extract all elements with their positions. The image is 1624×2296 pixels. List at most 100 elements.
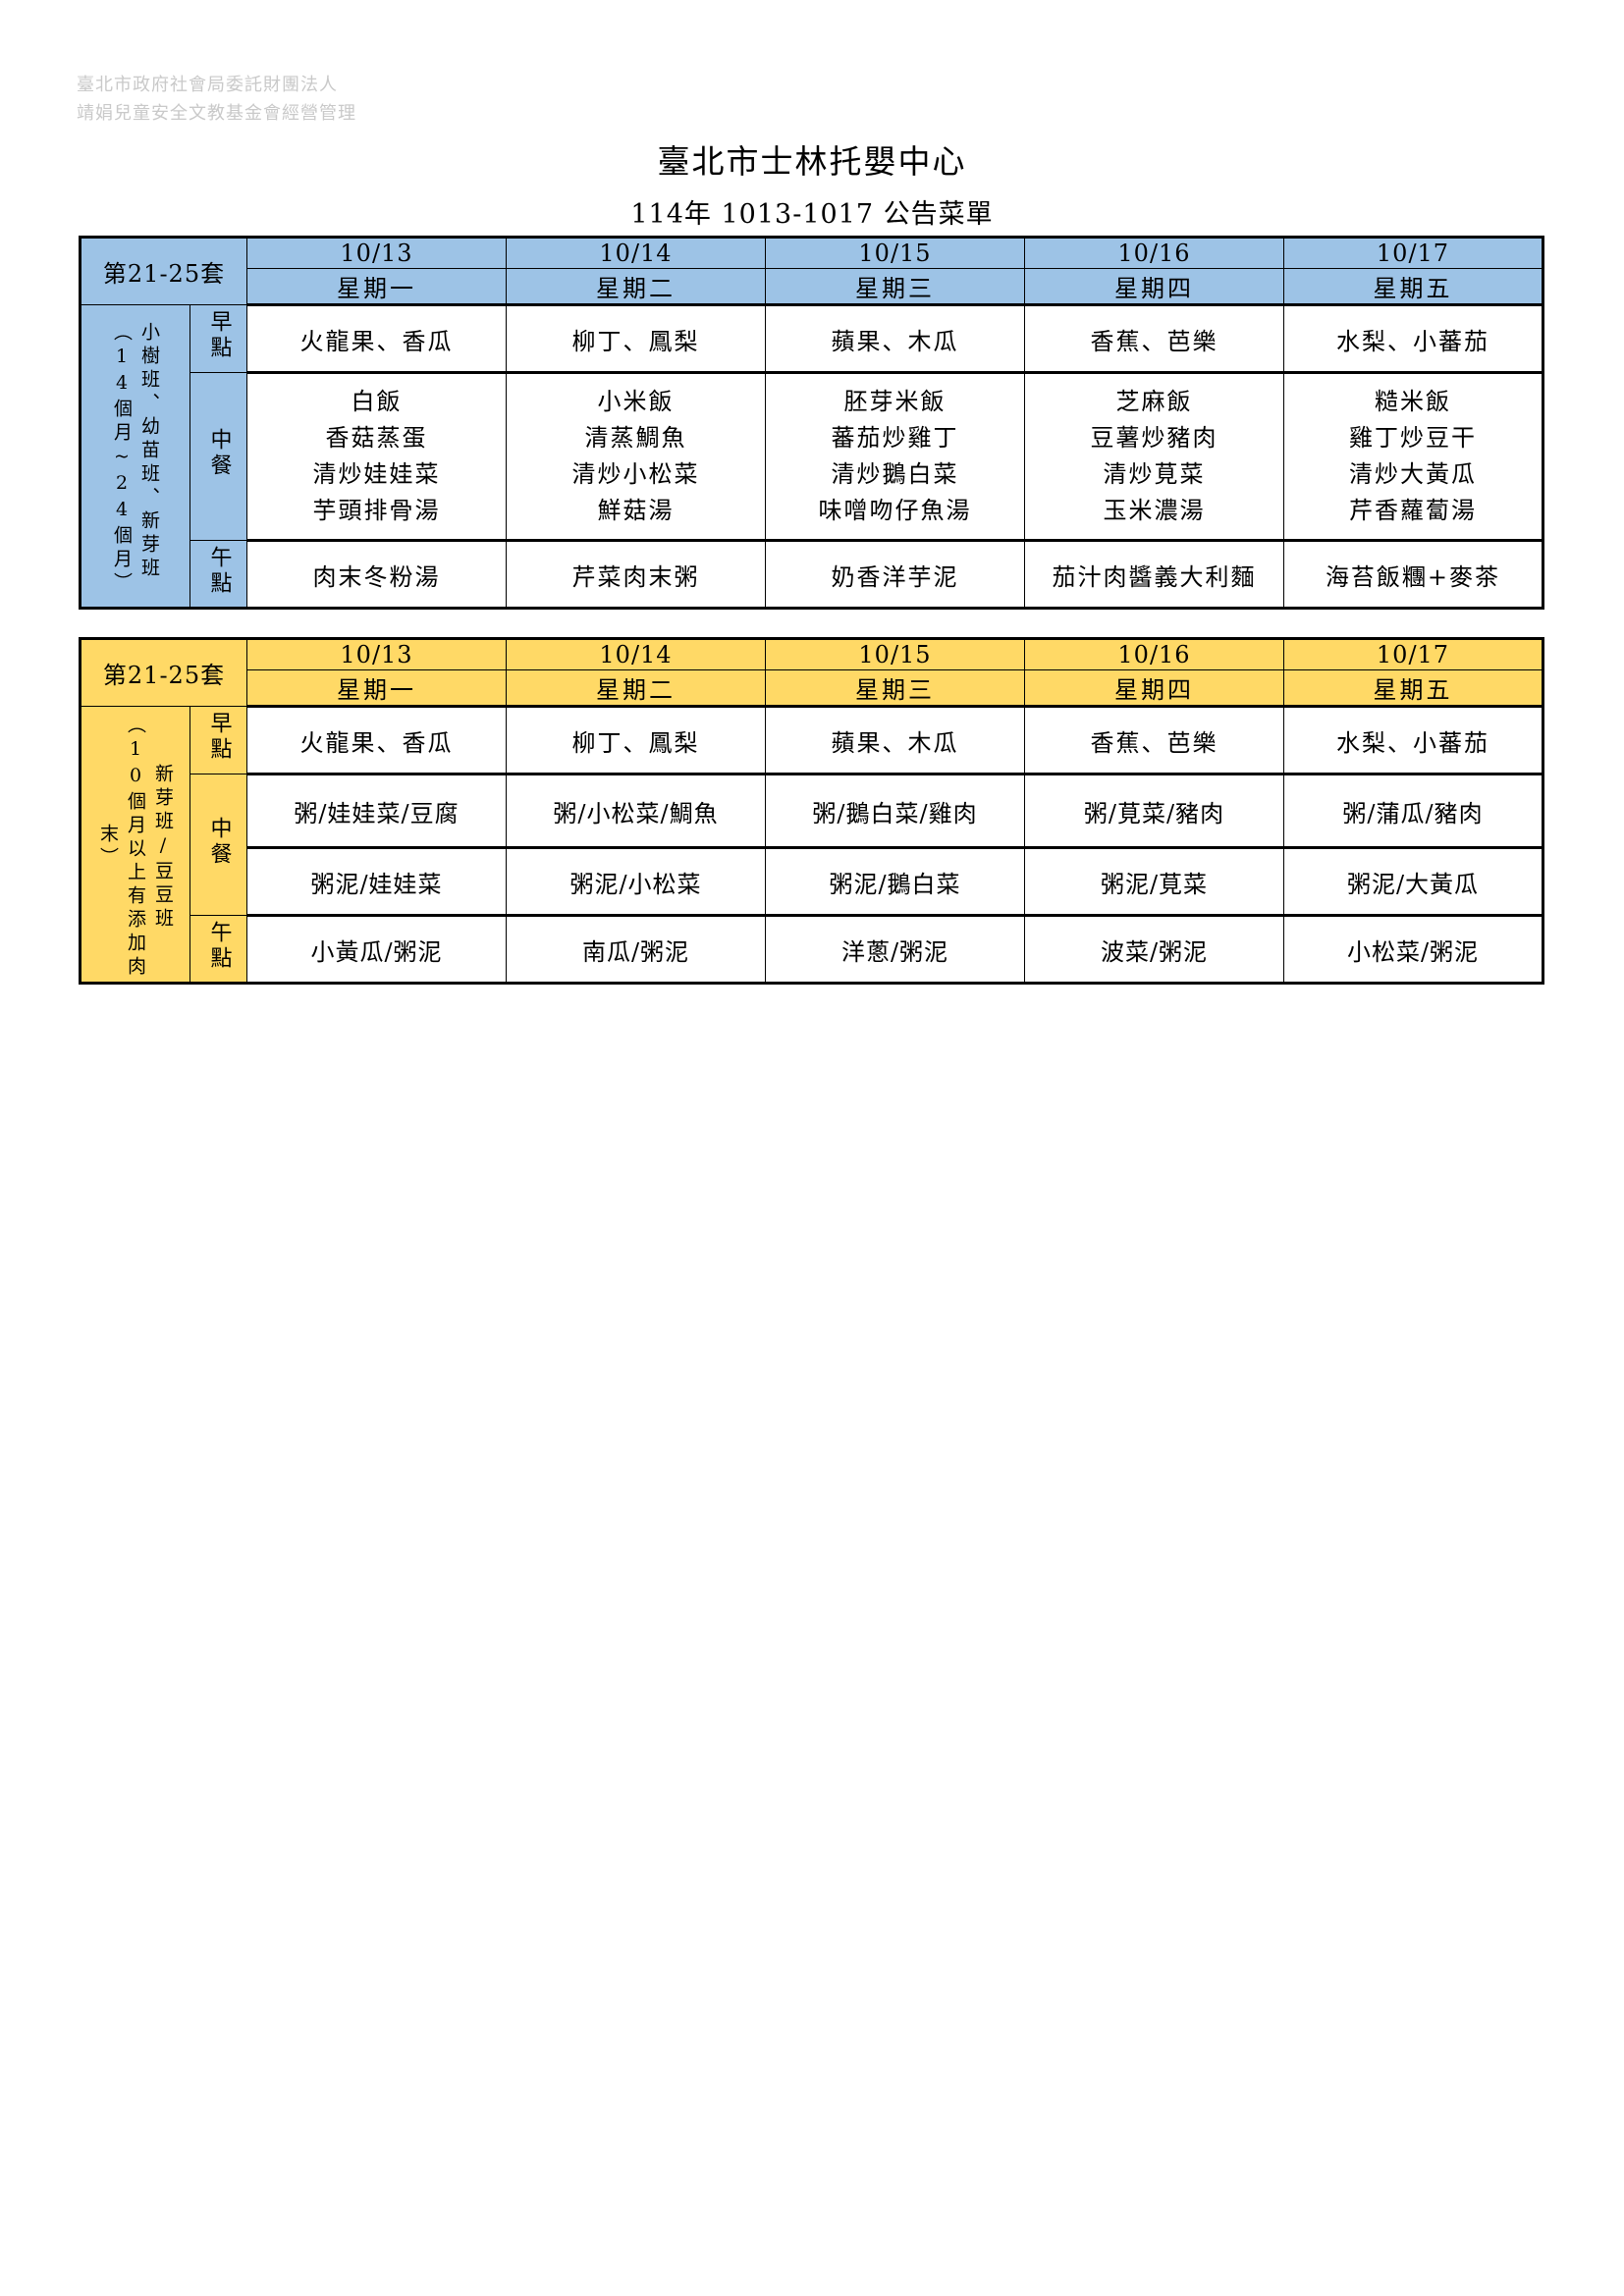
menu-item: 清炒鵝白菜 <box>831 460 959 488</box>
table-row-morning-snack: 新芽班/豆豆班 （10個月以上有添加肉 末） 早點 火龍果、香瓜 柳丁、鳳梨 蘋… <box>79 706 1544 985</box>
table-row-lunch-main: 中餐 粥/娃娃菜/豆腐 粥/小松菜/鯛魚 粥/鵝白菜/雞肉 粥/莧菜/豬肉 粥/… <box>81 773 1544 916</box>
menu-item: 清蒸鯛魚 <box>584 424 687 452</box>
table-header-row-weekdays: 星期一 星期二 星期三 星期四 星期五 <box>81 268 1544 306</box>
meal-label-text: 早點 <box>206 310 232 361</box>
weekday-header-2: 星期二 <box>506 268 766 306</box>
meal-label-text: 早點 <box>206 712 232 763</box>
weekday-header-1: 星期一 <box>246 268 507 306</box>
menu-cell: 柳丁、鳳梨 <box>506 304 766 373</box>
menu-item: 胚芽米飯 <box>843 388 947 415</box>
menu-item: 雞丁炒豆干 <box>1349 424 1477 452</box>
menu-cell: 南瓜/粥泥 <box>506 914 766 985</box>
table-header-row-dates: 第21-25套 10/13 10/14 10/15 10/16 10/17 <box>79 637 1544 707</box>
class-group-label-col-2: （14個月~24個月） <box>111 322 133 596</box>
menu-item: 豆薯炒豬肉 <box>1090 424 1218 452</box>
weekday-header-5: 星期五 <box>1283 268 1544 306</box>
menu-item: 芋頭排骨湯 <box>312 497 441 524</box>
page-title: 臺北市士林托嬰中心 <box>657 142 967 181</box>
menu-item: 味噌吻仔魚湯 <box>818 497 972 524</box>
meal-label-morning-snack-yellow: 早點 <box>189 706 247 774</box>
menu-cell: 蘋果、木瓜 <box>765 304 1025 373</box>
set-label-blue: 第21-25套 <box>79 236 247 305</box>
section-gap <box>79 610 1542 637</box>
menu-item: 芝麻飯 <box>1115 388 1193 415</box>
menu-cell: 芹菜肉末粥 <box>506 539 766 610</box>
menu-cell: 香蕉、芭樂 <box>1024 706 1284 774</box>
meal-label-lunch-yellow: 中餐 <box>189 774 247 916</box>
menu-cell: 波菜/粥泥 <box>1024 914 1284 985</box>
meal-label-lunch-blue: 中餐 <box>189 372 247 541</box>
weekday-header-5: 星期五 <box>1283 669 1544 708</box>
menu-item: 鮮菇湯 <box>597 497 675 524</box>
date-header-3: 10/15 <box>765 236 1025 269</box>
menu-cell: 粥泥/大黃瓜 <box>1283 846 1544 916</box>
table-header-row-weekdays: 星期一 星期二 星期三 星期四 星期五 <box>81 669 1544 708</box>
class-group-label-yellow: 新芽班/豆豆班 （10個月以上有添加肉 末） <box>79 706 190 985</box>
menu-cell: 粥泥/娃娃菜 <box>246 846 507 916</box>
date-header-1: 10/13 <box>246 637 507 670</box>
date-header-2: 10/14 <box>506 236 766 269</box>
meal-label-afternoon-snack-yellow: 午點 <box>189 915 247 985</box>
date-header-5: 10/17 <box>1283 236 1544 269</box>
menu-item: 香菇蒸蛋 <box>325 424 428 452</box>
meal-label-text: 午點 <box>206 920 232 972</box>
class-group-label-col-2: （10個月以上有添加肉 <box>125 715 146 980</box>
meal-label-text: 午點 <box>206 545 232 597</box>
table-row-lunch-puree: 粥泥/娃娃菜 粥泥/小松菜 粥泥/鵝白菜 粥泥/莧菜 粥泥/大黃瓜 <box>81 846 1544 916</box>
date-header-4: 10/16 <box>1024 637 1284 670</box>
table-row-lunch: 中餐 白飯 香菇蒸蛋 清炒娃娃菜 芋頭排骨湯 小米飯 清蒸鯛魚 清炒小松菜 鮮菇… <box>81 371 1544 541</box>
menu-cell: 糙米飯 雞丁炒豆干 清炒大黃瓜 芹香蘿蔔湯 <box>1283 371 1544 541</box>
menu-cell: 粥/蒲瓜/豬肉 <box>1283 773 1544 848</box>
table-row-afternoon-snack: 午點 小黃瓜/粥泥 南瓜/粥泥 洋蔥/粥泥 波菜/粥泥 小松菜/粥泥 <box>81 914 1544 985</box>
spacer <box>79 610 1542 637</box>
menu-cell: 小黃瓜/粥泥 <box>246 914 507 985</box>
menu-cell: 奶香洋芋泥 <box>765 539 1025 610</box>
menu-cell: 白飯 香菇蒸蛋 清炒娃娃菜 芋頭排骨湯 <box>246 371 507 541</box>
menu-cell: 火龍果、香瓜 <box>246 706 507 774</box>
menu-cell: 海苔飯糰+麥茶 <box>1283 539 1544 610</box>
date-header-2: 10/14 <box>506 637 766 670</box>
menu-cell: 粥/莧菜/豬肉 <box>1024 773 1284 848</box>
menu-item: 小米飯 <box>597 388 675 415</box>
class-group-label-col-1: 新芽班/豆豆班 <box>152 763 174 932</box>
meal-label-afternoon-snack-blue: 午點 <box>189 540 247 610</box>
org-header: 臺北市政府社會局委託財團法人 靖娟兒童安全文教基金會經營管理 <box>77 71 356 128</box>
menu-cell: 粥/娃娃菜/豆腐 <box>246 773 507 848</box>
meal-label-text: 中餐 <box>206 816 232 868</box>
weekday-header-2: 星期二 <box>506 669 766 708</box>
menu-table-blue: 第21-25套 10/13 10/14 10/15 10/16 10/17 星期… <box>79 236 1544 610</box>
menu-cell: 芝麻飯 豆薯炒豬肉 清炒莧菜 玉米濃湯 <box>1024 371 1284 541</box>
meal-label-morning-snack-blue: 早點 <box>189 304 247 373</box>
menu-cell: 肉末冬粉湯 <box>246 539 507 610</box>
menu-table-yellow: 第21-25套 10/13 10/14 10/15 10/16 10/17 星期… <box>79 637 1544 985</box>
menu-item: 清炒莧菜 <box>1103 460 1206 488</box>
menu-cell: 柳丁、鳳梨 <box>506 706 766 774</box>
date-header-5: 10/17 <box>1283 637 1544 670</box>
menu-cell: 粥泥/莧菜 <box>1024 846 1284 916</box>
weekday-header-4: 星期四 <box>1024 268 1284 306</box>
table-header-row-dates: 第21-25套 10/13 10/14 10/15 10/16 10/17 <box>79 236 1544 305</box>
meal-label-text: 中餐 <box>206 428 232 479</box>
weekday-header-3: 星期三 <box>765 669 1025 708</box>
menu-cell: 蘋果、木瓜 <box>765 706 1025 774</box>
weekday-header-3: 星期三 <box>765 268 1025 306</box>
org-header-line-1: 臺北市政府社會局委託財團法人 <box>77 75 338 95</box>
class-group-label-col-1: 小樹班、幼苗班、新芽班 <box>138 322 160 581</box>
menu-cell: 水梨、小蕃茄 <box>1283 304 1544 373</box>
menu-tables: 第21-25套 10/13 10/14 10/15 10/16 10/17 星期… <box>79 236 1544 985</box>
menu-cell: 小松菜/粥泥 <box>1283 914 1544 985</box>
menu-cell: 香蕉、芭樂 <box>1024 304 1284 373</box>
class-group-label-col-3: 末） <box>97 824 119 871</box>
menu-cell: 洋蔥/粥泥 <box>765 914 1025 985</box>
menu-cell: 粥泥/鵝白菜 <box>765 846 1025 916</box>
weekday-header-4: 星期四 <box>1024 669 1284 708</box>
date-header-1: 10/13 <box>246 236 507 269</box>
menu-cell: 水梨、小蕃茄 <box>1283 706 1544 774</box>
menu-cell: 胚芽米飯 蕃茄炒雞丁 清炒鵝白菜 味噌吻仔魚湯 <box>765 371 1025 541</box>
date-header-3: 10/15 <box>765 637 1025 670</box>
page-subtitle: 114年 1013-1017 公告菜單 <box>630 199 994 230</box>
menu-item: 糙米飯 <box>1375 388 1451 415</box>
menu-item: 白飯 <box>351 388 403 415</box>
weekday-header-1: 星期一 <box>246 669 507 708</box>
menu-cell: 小米飯 清蒸鯛魚 清炒小松菜 鮮菇湯 <box>506 371 766 541</box>
